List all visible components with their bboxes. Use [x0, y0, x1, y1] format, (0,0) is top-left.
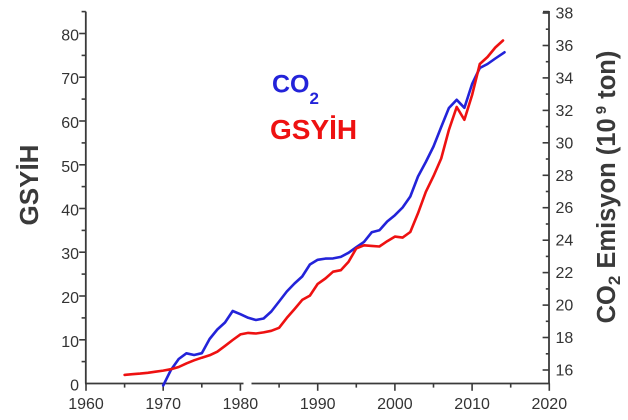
- svg-text:40: 40: [61, 203, 79, 220]
- svg-text:20: 20: [61, 290, 79, 307]
- svg-text:30: 30: [61, 246, 79, 263]
- svg-text:1960: 1960: [68, 396, 104, 413]
- svg-text:20: 20: [556, 298, 574, 315]
- svg-text:GSYİH: GSYİH: [270, 114, 357, 145]
- svg-text:1990: 1990: [300, 396, 336, 413]
- svg-text:18: 18: [556, 330, 574, 347]
- svg-text:36: 36: [556, 38, 574, 55]
- svg-text:22: 22: [556, 265, 574, 282]
- svg-text:30: 30: [556, 135, 574, 152]
- svg-text:2010: 2010: [454, 396, 490, 413]
- svg-text:CO: CO: [272, 70, 310, 98]
- svg-text:2: 2: [310, 89, 319, 108]
- svg-text:24: 24: [556, 233, 574, 250]
- svg-text:2020: 2020: [532, 396, 568, 413]
- svg-text:1970: 1970: [145, 396, 181, 413]
- svg-text:2000: 2000: [377, 396, 413, 413]
- svg-text:38: 38: [556, 6, 574, 23]
- svg-text:16: 16: [556, 363, 574, 380]
- svg-text:CO2 Emisyon (10 9 ton): CO2 Emisyon (10 9 ton): [593, 51, 624, 324]
- svg-text:28: 28: [556, 168, 574, 185]
- svg-text:80: 80: [61, 28, 79, 45]
- svg-text:34: 34: [556, 70, 574, 87]
- svg-text:0: 0: [70, 378, 79, 395]
- svg-text:GSYİH: GSYİH: [14, 145, 44, 226]
- svg-text:1980: 1980: [223, 396, 259, 413]
- svg-text:70: 70: [61, 71, 79, 88]
- svg-text:50: 50: [61, 159, 79, 176]
- svg-text:10: 10: [61, 334, 79, 351]
- svg-text:26: 26: [556, 200, 574, 217]
- svg-text:32: 32: [556, 103, 574, 120]
- svg-text:60: 60: [61, 115, 79, 132]
